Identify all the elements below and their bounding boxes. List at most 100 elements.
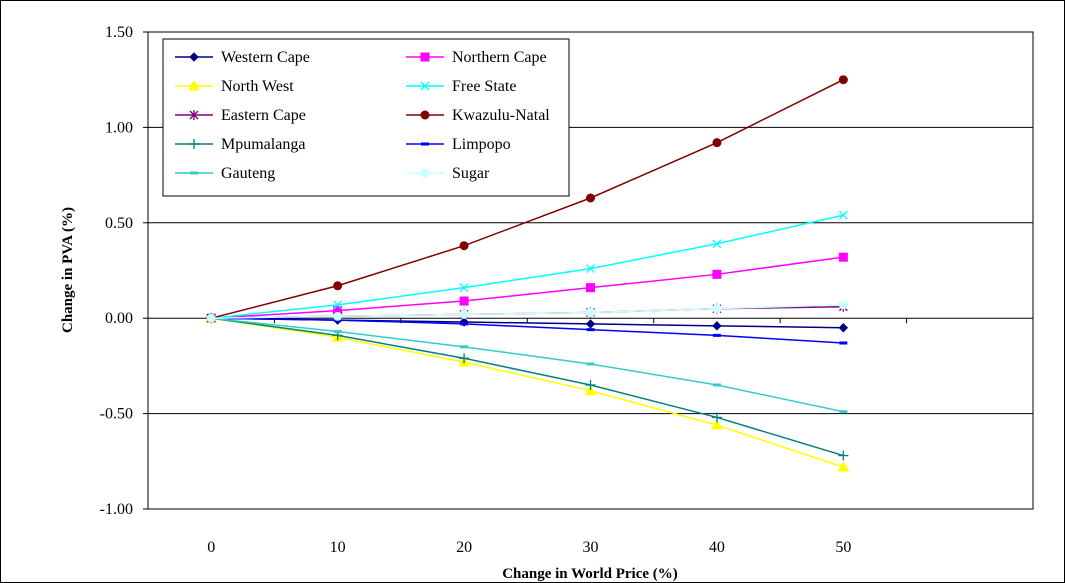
series-line [211, 304, 844, 319]
x-tick-label: 40 [709, 539, 725, 556]
y-axis-title: Change in PVA (%) [60, 207, 76, 333]
y-tick-labels: 1.50 1.00 0.50 0.00 -0.50 -1.00 [100, 24, 133, 518]
legend-entry: Limpopo [406, 136, 511, 153]
series-lines [205, 75, 850, 472]
data-point [333, 300, 343, 310]
data-point [838, 450, 849, 461]
series-line [211, 317, 844, 413]
y-tick-label: 0.50 [105, 215, 133, 232]
data-point [460, 345, 469, 349]
x-tick-label: 50 [835, 539, 851, 556]
data-point [459, 353, 470, 364]
data-point [586, 283, 595, 293]
series-mpumalanga [206, 313, 849, 461]
data-point [189, 52, 199, 62]
data-point [712, 269, 722, 279]
series-line [211, 317, 844, 468]
y-tick-label: 1.50 [105, 24, 133, 41]
data-point [333, 330, 342, 334]
series-sugar [206, 300, 848, 323]
legend-label: Free State [452, 78, 516, 95]
y-tick-label: 0.00 [105, 310, 133, 327]
y-tick-label: 1.00 [105, 119, 133, 136]
data-point [421, 142, 429, 146]
series-free-state [206, 210, 848, 323]
legend-label: Western Cape [221, 49, 310, 66]
data-point [838, 75, 848, 85]
series-northern-cape [206, 252, 848, 323]
x-tick-label: 0 [207, 539, 215, 556]
legend-entry: Kwazulu-Natal [406, 107, 550, 124]
data-point [459, 309, 469, 319]
legend-label: Eastern Cape [221, 107, 306, 124]
data-point [420, 110, 430, 120]
data-point [333, 311, 343, 321]
data-point [838, 300, 848, 310]
data-point [188, 79, 200, 91]
data-point [712, 321, 722, 331]
series-line [211, 79, 844, 319]
data-point [420, 52, 430, 62]
data-point [206, 313, 216, 323]
data-point [460, 322, 469, 326]
legend-entry: Western Cape [175, 49, 310, 66]
legend-entry: Sugar [406, 165, 490, 182]
data-point [585, 379, 596, 390]
data-point [712, 383, 721, 387]
data-point [586, 362, 595, 366]
data-point [420, 81, 430, 91]
data-point [712, 333, 721, 337]
legend-label: Limpopo [452, 136, 511, 153]
data-point [586, 264, 595, 274]
data-point [711, 412, 722, 423]
legend-box [162, 38, 570, 197]
legend-entry: Eastern Cape [175, 107, 306, 124]
data-point [586, 307, 595, 317]
legend: Western Cape Northern Cape North West Free … [162, 38, 570, 197]
series-line [211, 317, 844, 457]
data-point [838, 252, 848, 262]
data-point [711, 419, 723, 430]
data-point [584, 384, 597, 396]
legend-label: Kwazulu-Natal [452, 107, 550, 124]
legend-label: North West [221, 78, 294, 95]
data-point [839, 341, 848, 345]
data-point [838, 323, 849, 333]
data-point [712, 138, 722, 148]
data-point [585, 319, 596, 329]
axes [143, 31, 1034, 510]
legend-entry: Mpumalanga [175, 136, 305, 153]
data-point [189, 110, 199, 120]
data-point [459, 296, 469, 306]
legend-label: Gauteng [221, 165, 275, 182]
data-point [586, 193, 595, 203]
x-tick-label: 20 [456, 539, 472, 556]
data-point [189, 139, 199, 149]
x-tick-label: 10 [330, 539, 346, 556]
legend-entry: Free State [406, 78, 516, 95]
y-tick-label: -0.50 [100, 406, 133, 423]
data-point [190, 171, 198, 175]
legend-label: Sugar [452, 165, 490, 182]
x-axis-title: Change in World Price (%) [502, 566, 678, 582]
data-point [459, 241, 469, 251]
series-line [211, 214, 844, 319]
legend-entry: Gauteng [175, 165, 275, 182]
data-point [839, 410, 848, 414]
series-line [211, 317, 844, 344]
data-point [837, 460, 850, 472]
y-tick-label: -1.00 [100, 501, 133, 518]
data-point [420, 168, 430, 178]
data-point [459, 283, 469, 293]
legend-label: Mpumalanga [221, 136, 305, 153]
series-line [211, 256, 844, 319]
data-point [712, 239, 722, 249]
plot-area [147, 31, 1034, 510]
data-point [838, 210, 848, 220]
data-point [712, 304, 722, 314]
x-tick-label: 30 [583, 539, 599, 556]
x-tick-labels: 0 10 20 30 40 50 [207, 539, 851, 556]
legend-entry: Northern Cape [406, 49, 547, 66]
legend-label: Northern Cape [452, 49, 547, 66]
